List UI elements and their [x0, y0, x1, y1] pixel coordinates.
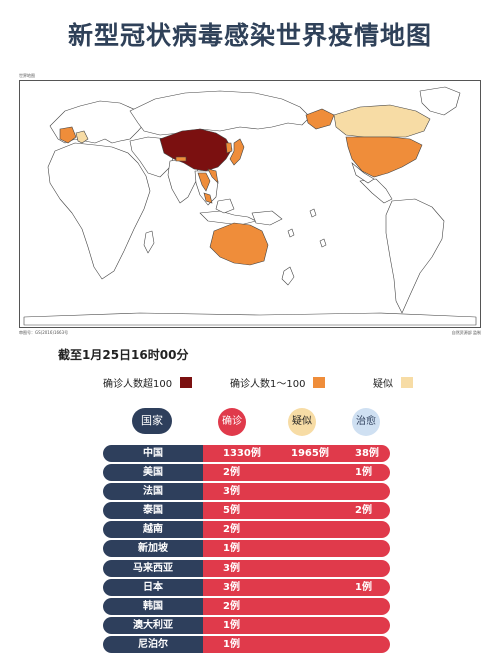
table-row: 新加坡 1例	[103, 540, 390, 558]
region-madagascar	[143, 230, 155, 254]
legend-label: 确诊人数超100	[103, 379, 173, 390]
region-europe-suspected	[75, 130, 89, 144]
values-cell: 2例	[203, 597, 390, 615]
country-cell: 新加坡	[103, 540, 203, 558]
region-south-america	[385, 198, 445, 314]
table-row: 法国 3例	[103, 483, 390, 501]
values-cell: 3例 1例	[203, 578, 390, 596]
table-row: 日本 3例 1例	[103, 578, 390, 596]
region-australia	[209, 222, 269, 266]
country-cell: 尼泊尔	[103, 635, 203, 653]
values-cell: 1例	[203, 635, 390, 653]
table-row: 泰国 5例 2例	[103, 502, 390, 520]
confirmed-value: 5例	[223, 505, 240, 517]
cured-value: 38例	[355, 448, 379, 459]
confirmed-value: 3例	[223, 562, 240, 574]
country-cell: 澳大利亚	[103, 616, 203, 634]
country-cell: 泰国	[103, 502, 203, 520]
region-malaysia	[203, 192, 213, 204]
region-borneo	[215, 198, 235, 214]
values-cell: 2例 1例	[203, 464, 390, 482]
region-pacific-islands	[287, 208, 327, 248]
table-row: 澳大利亚 1例	[103, 616, 390, 634]
country-cell: 日本	[103, 578, 203, 596]
region-usa	[345, 136, 423, 178]
region-russia	[129, 90, 311, 136]
confirmed-value: 2例	[223, 467, 240, 479]
region-papua	[251, 210, 283, 226]
region-france	[59, 126, 77, 144]
cured-value: 1例	[355, 467, 372, 479]
confirmed-value: 3例	[223, 486, 240, 498]
table-row: 韩国 2例	[103, 597, 390, 615]
map-publisher: 自然资源部 监制	[451, 330, 481, 335]
region-central-america	[359, 178, 393, 204]
values-cell: 2例	[203, 521, 390, 539]
legend-label: 确诊人数1～100	[230, 379, 306, 390]
region-africa	[47, 142, 151, 280]
world-map	[19, 80, 481, 328]
suspected-value: 1965例	[291, 448, 329, 459]
region-greenland	[419, 86, 461, 116]
region-indochina	[197, 168, 219, 192]
country-cell: 法国	[103, 483, 203, 501]
confirmed-value: 1例	[223, 543, 240, 555]
region-new-zealand	[281, 266, 295, 286]
table-row: 中国 1330例 1965例 38例	[103, 445, 390, 462]
region-antarctica	[23, 312, 477, 326]
world-map-svg	[23, 86, 477, 326]
legend-label: 疑似	[373, 379, 393, 390]
values-cell: 1例	[203, 540, 390, 558]
legend-1-100: 确诊人数1～100	[230, 375, 326, 390]
header-country: 国家	[132, 408, 172, 434]
confirmed-value: 1例	[223, 638, 240, 650]
values-cell: 3例	[203, 559, 390, 577]
country-cell: 韩国	[103, 597, 203, 615]
map-caption: 世界地图	[19, 73, 35, 78]
region-nepal	[175, 156, 187, 162]
region-korea	[225, 142, 233, 154]
region-mexico	[351, 162, 375, 184]
country-cell: 越南	[103, 521, 203, 539]
legend-swatch	[401, 377, 413, 388]
values-cell: 5例 2例	[203, 502, 390, 520]
legend-suspected: 疑似	[373, 375, 413, 390]
country-cell: 美国	[103, 464, 203, 482]
confirmed-value: 2例	[223, 524, 240, 536]
confirmed-value: 1330例	[223, 448, 261, 459]
case-table: 中国 1330例 1965例 38例 美国 2例 1例 法国 3例 泰国 5例 …	[103, 445, 390, 655]
header-confirmed: 确诊	[218, 408, 246, 436]
values-cell: 1例	[203, 616, 390, 634]
table-row: 马来西亚 3例	[103, 559, 390, 577]
header-cured: 治愈	[352, 408, 380, 436]
page-title: 新型冠状病毒感染世界疫情地图	[67, 21, 432, 50]
values-cell: 3例	[203, 483, 390, 501]
header-suspected: 疑似	[288, 408, 316, 436]
values-cell: 1330例 1965例 38例	[203, 445, 390, 462]
confirmed-value: 1例	[223, 619, 240, 631]
date-label: 截至1月25日16时00分	[58, 348, 189, 362]
cured-value: 1例	[355, 581, 372, 593]
map-approval-number: 审图号：GS(2016)1663号	[19, 330, 69, 335]
legend-over-100: 确诊人数超100	[103, 375, 193, 390]
confirmed-value: 3例	[223, 581, 240, 593]
table-row: 越南 2例	[103, 521, 390, 539]
region-indonesia	[199, 210, 257, 226]
region-canada	[333, 104, 431, 138]
legend-swatch	[313, 377, 326, 388]
cured-value: 2例	[355, 505, 372, 517]
table-row: 美国 2例 1例	[103, 464, 390, 482]
region-japan	[229, 138, 245, 166]
country-cell: 中国	[103, 445, 203, 462]
country-cell: 马来西亚	[103, 559, 203, 577]
table-row: 尼泊尔 1例	[103, 635, 390, 653]
confirmed-value: 2例	[223, 600, 240, 612]
legend-swatch	[180, 377, 193, 388]
region-alaska	[305, 108, 335, 130]
